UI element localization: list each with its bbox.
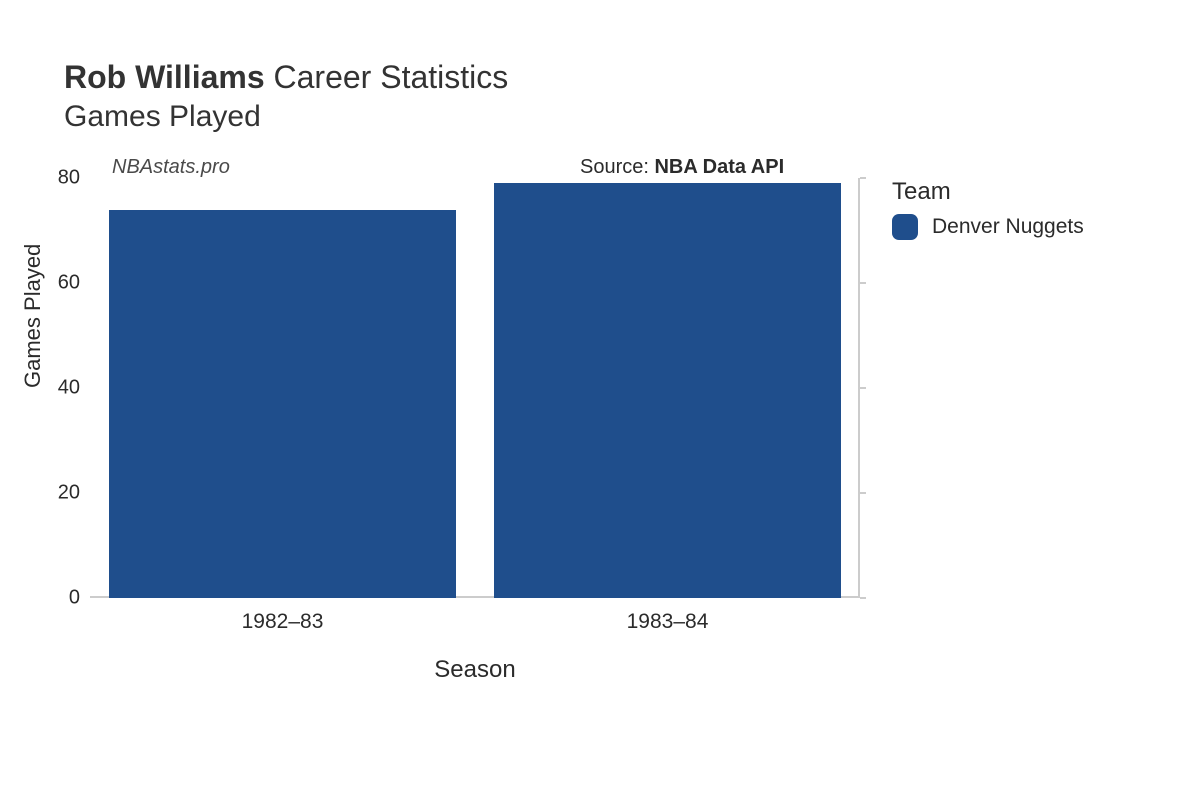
source-value: NBA Data API [654,156,784,178]
bar [494,183,841,598]
chart-container: Rob Williams Career Statistics Games Pla… [0,0,1200,800]
y-tick-label: 40 [40,377,90,400]
chart-title: Rob Williams Career Statistics [64,58,508,96]
y-tick-mark [860,597,866,599]
title-suffix: Career Statistics [274,59,509,95]
legend-items: Denver Nuggets [892,214,1084,240]
legend-label: Denver Nuggets [932,215,1084,239]
source-label: Source: [580,156,654,178]
x-tick-label: 1982–83 [242,598,324,634]
y-tick-mark [860,282,866,284]
x-axis-title: Season [434,656,515,684]
source-attribution: Source: NBA Data API [580,156,784,179]
y-tick-label: 60 [40,272,90,295]
legend-title: Team [892,178,1084,206]
y-tick-mark [860,492,866,494]
watermark-text: NBAstats.pro [112,156,230,179]
title-block: Rob Williams Career Statistics Games Pla… [64,58,508,134]
legend: Team Denver Nuggets [892,178,1084,240]
legend-swatch [892,214,918,240]
bar [109,210,456,599]
y-tick-mark [860,387,866,389]
y-tick-label: 20 [40,482,90,505]
plot-area: 0204060801982–831983–84 [90,178,860,598]
player-name: Rob Williams [64,59,265,95]
y-tick-label: 80 [40,167,90,190]
legend-item: Denver Nuggets [892,214,1084,240]
chart-subtitle: Games Played [64,100,508,134]
y-tick-mark [860,177,866,179]
y-axis-title: Games Played [20,244,46,388]
y-tick-label: 0 [40,587,90,610]
x-tick-label: 1983–84 [627,598,709,634]
